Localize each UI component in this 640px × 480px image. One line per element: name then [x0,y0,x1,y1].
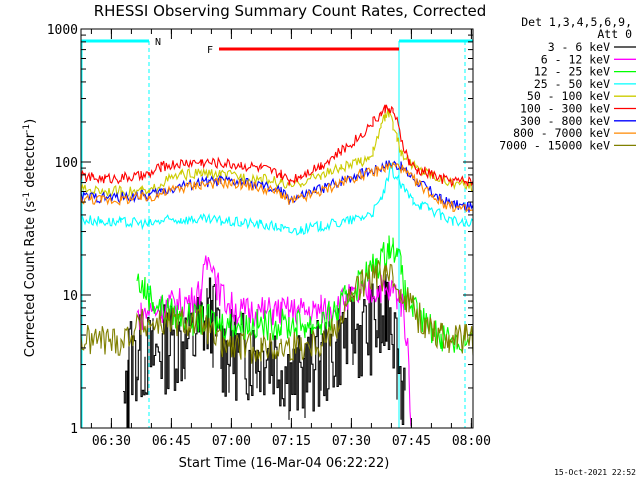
x-tick-label: 08:00 [452,434,491,449]
x-tick-label: 07:30 [332,434,371,449]
y-axis-label-end: ) [23,119,38,124]
series-line-0 [123,274,406,429]
series-line-5 [80,104,474,188]
series-line-3 [80,162,474,236]
y-axis-label-sup1: -1 [22,192,32,201]
series-line-8 [80,260,474,364]
legend-entry-label: 12 - 25 keV [534,65,610,79]
legend-entry-label: 800 - 7000 keV [513,126,610,140]
legend-header-detectors: Det 1,3,4,5,6,9, [521,15,632,29]
series-line-1 [136,255,412,427]
x-tick-label: 07:00 [212,434,251,449]
legend-entry-label: 300 - 800 keV [520,114,610,128]
y-axis-label: Corrected Count Rate (s-1 detector-1) [22,119,38,357]
x-tick-label: 07:15 [272,434,311,449]
plot-frame [80,28,474,429]
legend-header-attenuator: Att 0 [597,27,632,41]
x-tick-label: 07:45 [392,434,431,449]
y-tick-label: 10 [62,289,78,304]
series-line-4 [80,109,474,198]
legend-entry-label: 3 - 6 keV [548,40,610,54]
series-line-2 [136,235,474,354]
legend-entry-label: 50 - 100 keV [527,89,610,103]
legend-entry-label: 25 - 50 keV [534,77,610,91]
series-line-7 [80,160,474,213]
y-tick-label: 1000 [47,23,78,38]
y-tick-label: 1 [70,422,78,437]
legend-entry-label: 6 - 12 keV [541,52,610,66]
flare-marker-label: F [207,45,213,56]
legend-entry-label: 100 - 300 keV [520,102,610,116]
y-axis-label-sup2: -1 [22,124,32,133]
x-axis-label: Start Time (16-Mar-04 06:22:22) [179,456,390,471]
x-tick-label: 06:45 [152,434,191,449]
timestamp: 15-Oct-2021 22:52 [554,468,636,477]
chart-title: RHESSI Observing Summary Count Rates, Co… [94,2,487,20]
y-axis-label-main: Corrected Count Rate (s [23,201,38,358]
night-marker-label: N [155,37,161,48]
x-tick-label: 06:30 [92,434,131,449]
y-tick-label: 100 [55,156,78,171]
y-axis-label-mid: detector [23,132,38,192]
legend-entry-label: 7000 - 15000 keV [499,138,610,152]
